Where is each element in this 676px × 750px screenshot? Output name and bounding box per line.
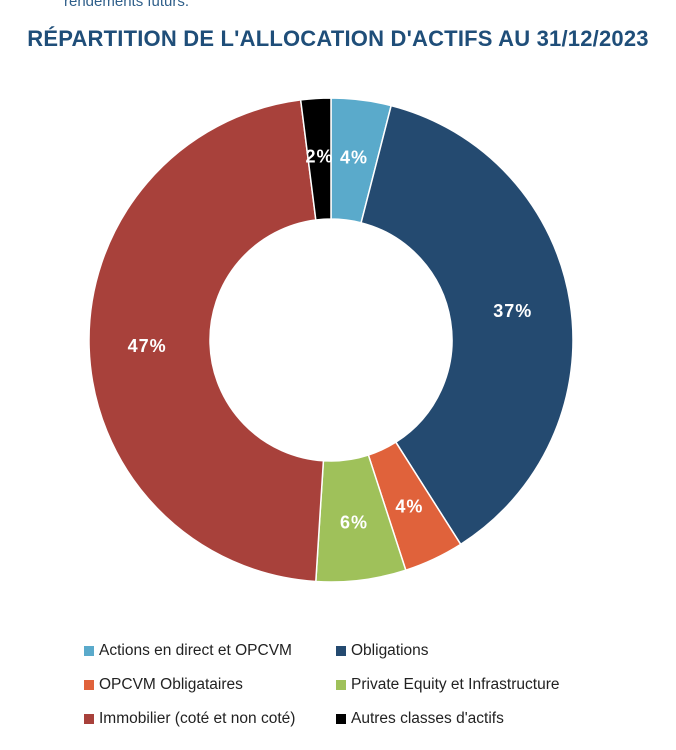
legend-swatch [336, 713, 346, 724]
legend-item-immobilier: Immobilier (coté et non coté) [84, 708, 336, 729]
legend-item-opcvm-obligataires: OPCVM Obligataires [84, 674, 336, 695]
slice-label-0: 4% [340, 147, 368, 167]
slice-label-3: 6% [340, 513, 368, 533]
legend-label: Private Equity et Infrastructure [351, 675, 560, 693]
legend-label: Immobilier (coté et non coté) [99, 709, 296, 727]
legend-swatch [84, 713, 94, 724]
chart-title: RÉPARTITION DE L'ALLOCATION D'ACTIFS AU … [27, 26, 649, 51]
legend-label: OPCVM Obligataires [99, 675, 243, 693]
legend-item-autres: Autres classes d'actifs [336, 708, 576, 729]
chart-legend: Actions en direct et OPCVM Obligations O… [84, 640, 576, 729]
slice-label-2: 4% [395, 496, 423, 516]
slice-label-1: 37% [493, 301, 532, 321]
legend-label: Autres classes d'actifs [351, 709, 504, 727]
donut-slice-4 [88, 99, 325, 583]
slice-label-4: 47% [128, 336, 167, 356]
legend-item-actions: Actions en direct et OPCVM [84, 640, 336, 661]
donut-slice-5 [299, 97, 332, 221]
donut-chart: 4% 37% 4% 6% 47% 2% [88, 97, 574, 583]
intro-text: rendements futurs. [64, 0, 190, 10]
legend-swatch [336, 679, 346, 690]
legend-item-obligations: Obligations [336, 640, 576, 661]
legend-item-private-equity: Private Equity et Infrastructure [336, 674, 576, 695]
legend-swatch [84, 645, 94, 656]
legend-swatch [84, 679, 94, 690]
legend-label: Actions en direct et OPCVM [99, 641, 292, 659]
legend-swatch [336, 645, 346, 656]
donut-slice-1 [360, 104, 574, 546]
slice-label-5: 2% [305, 146, 333, 166]
legend-label: Obligations [351, 641, 429, 659]
